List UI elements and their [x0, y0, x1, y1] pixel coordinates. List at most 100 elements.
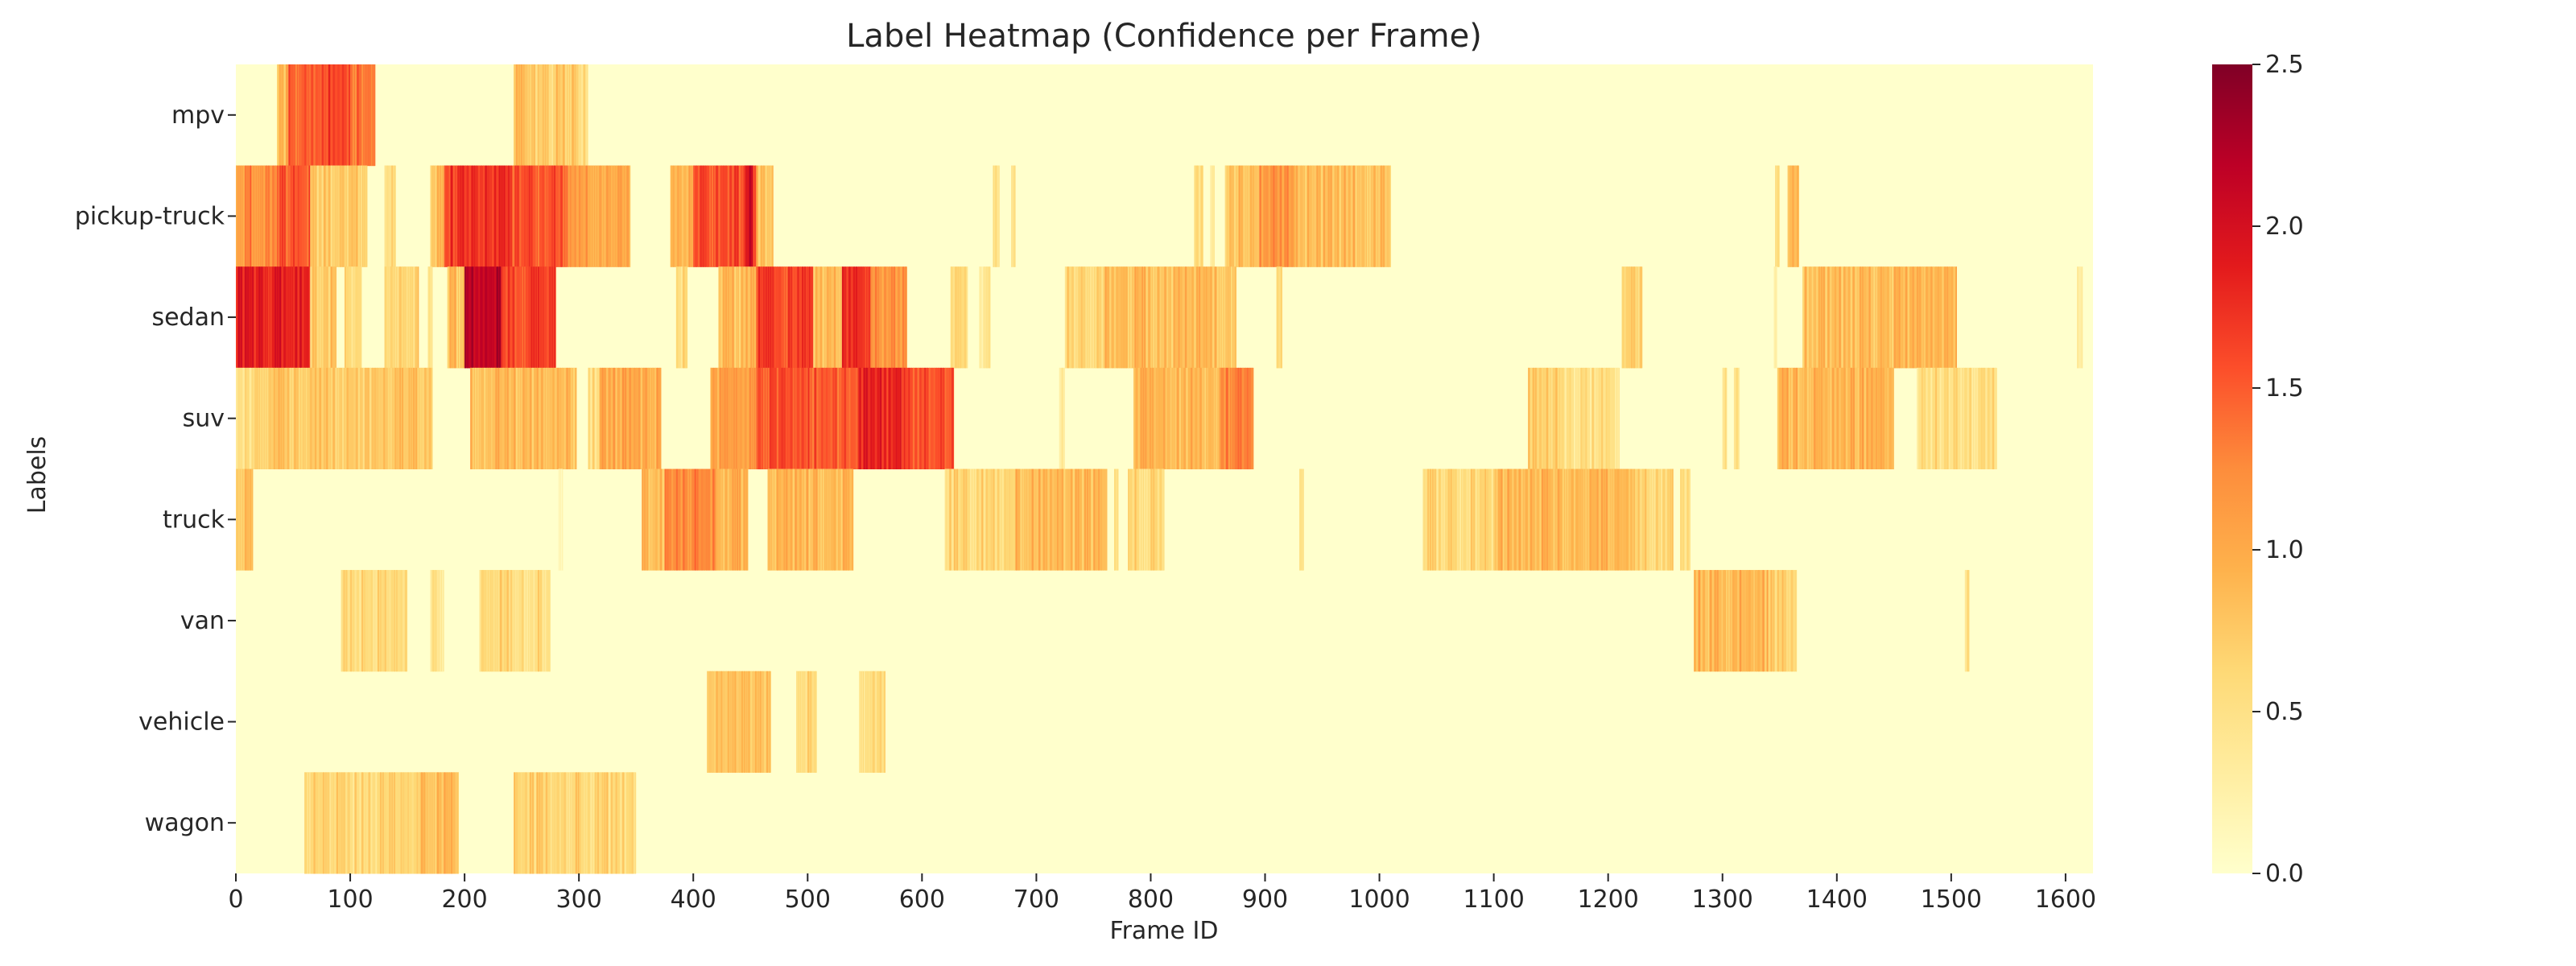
heatmap-frame-stripe: [1939, 266, 1942, 369]
heatmap-frame-stripe: [861, 367, 864, 469]
heatmap-frame-stripe: [757, 671, 759, 773]
heatmap-frame-stripe: [384, 772, 386, 874]
heatmap-frame-stripe: [482, 266, 485, 369]
heatmap-frame-stripe: [1045, 469, 1047, 571]
heatmap-frame-stripe: [1245, 165, 1248, 267]
heatmap-frame-stripe: [718, 469, 720, 571]
y-axis-label: Labels: [23, 436, 52, 514]
heatmap-frame-stripe: [522, 266, 524, 369]
heatmap-frame-stripe: [251, 266, 254, 369]
heatmap-frame-stripe: [346, 165, 349, 267]
heatmap-frame-stripe: [1696, 570, 1699, 672]
heatmap-frame-stripe: [1656, 469, 1658, 571]
heatmap-frame-stripe: [575, 772, 577, 874]
heatmap-frame-stripe: [451, 165, 453, 267]
heatmap-frame-stripe: [754, 266, 757, 369]
heatmap-frame-stripe: [509, 367, 511, 469]
heatmap-frame-stripe: [429, 367, 431, 469]
heatmap-frame-stripe: [1809, 266, 1811, 369]
heatmap-frame-stripe: [287, 367, 289, 469]
heatmap-frame-stripe: [776, 469, 778, 571]
heatmap-frame-stripe: [1617, 367, 1620, 469]
heatmap-frame-stripe: [295, 64, 297, 167]
heatmap-frame-stripe: [503, 165, 506, 267]
heatmap-frame-stripe: [559, 772, 562, 874]
heatmap-frame-stripe: [1025, 469, 1027, 571]
heatmap-frame-stripe: [776, 266, 778, 369]
heatmap-frame-stripe: [1946, 367, 1949, 469]
heatmap-frame-stripe: [800, 671, 803, 773]
heatmap-frame-stripe: [495, 570, 497, 672]
heatmap-frame-stripe: [340, 165, 342, 267]
heatmap-frame-stripe: [566, 772, 568, 874]
heatmap-frame-stripe: [1191, 367, 1193, 469]
heatmap-frame-stripe: [636, 367, 638, 469]
heatmap-frame-stripe: [875, 367, 877, 469]
heatmap-frame-stripe: [1064, 266, 1067, 369]
heatmap-frame-stripe: [806, 469, 808, 571]
heatmap-frame-stripe: [815, 469, 818, 571]
heatmap-frame-stripe: [753, 367, 756, 469]
heatmap-frame-stripe: [716, 165, 718, 267]
heatmap-frame-stripe: [766, 671, 769, 773]
heatmap-frame-stripe: [1773, 570, 1775, 672]
heatmap-frame-stripe: [466, 165, 469, 267]
heatmap-frame-stripe: [903, 367, 906, 469]
heatmap-frame-stripe: [522, 367, 525, 469]
heatmap-frame-stripe: [240, 367, 242, 469]
heatmap-frame-stripe: [1768, 570, 1770, 672]
heatmap-frame-stripe: [488, 367, 490, 469]
heatmap-frame-stripe: [266, 367, 269, 469]
heatmap-frame-stripe: [1795, 367, 1798, 469]
heatmap-frame-stripe: [1202, 367, 1204, 469]
heatmap-frame-stripe: [275, 367, 278, 469]
heatmap-frame-stripe: [808, 469, 811, 571]
heatmap-frame-stripe: [1672, 469, 1674, 571]
heatmap-frame-stripe: [712, 469, 715, 571]
heatmap-frame-stripe: [1230, 266, 1232, 369]
heatmap-frame-stripe: [264, 367, 266, 469]
heatmap-frame-stripe: [446, 772, 448, 874]
heatmap-frame-stripe: [954, 469, 956, 571]
heatmap-frame-stripe: [486, 367, 489, 469]
heatmap-frame-stripe: [473, 165, 476, 267]
heatmap-frame-stripe: [949, 469, 952, 571]
heatmap-frame-stripe: [699, 469, 701, 571]
heatmap-frame-stripe: [1143, 266, 1146, 369]
heatmap-frame-stripe: [1248, 165, 1250, 267]
heatmap-frame-stripe: [344, 367, 346, 469]
heatmap-frame-stripe: [1661, 469, 1663, 571]
heatmap-frame-stripe: [1777, 165, 1779, 267]
heatmap-frame-stripe: [411, 772, 414, 874]
heatmap-frame-stripe: [368, 570, 370, 672]
heatmap-frame-stripe: [1542, 469, 1544, 571]
heatmap-frame-stripe: [1187, 266, 1189, 369]
heatmap-frame-stripe: [547, 570, 549, 672]
heatmap-frame-stripe: [712, 367, 715, 469]
heatmap-frame-stripe: [1949, 266, 1951, 369]
heatmap-frame-stripe: [1135, 367, 1137, 469]
heatmap-frame-stripe: [391, 772, 394, 874]
heatmap-frame-stripe: [534, 772, 536, 874]
heatmap-frame-stripe: [408, 266, 411, 369]
heatmap-frame-stripe: [1165, 367, 1167, 469]
heatmap-frame-stripe: [804, 367, 807, 469]
heatmap-frame-stripe: [1011, 469, 1013, 571]
heatmap-frame-stripe: [1820, 266, 1823, 369]
heatmap-frame-stripe: [502, 570, 504, 672]
heatmap-frame-stripe: [875, 266, 877, 369]
heatmap-frame-stripe: [848, 367, 851, 469]
heatmap-frame-stripe: [1599, 469, 1601, 571]
heatmap-frame-stripe: [364, 64, 366, 167]
heatmap-frame-stripe: [281, 266, 283, 369]
heatmap-frame-stripe: [1645, 469, 1647, 571]
heatmap-frame-stripe: [1146, 266, 1148, 369]
heatmap-frame-stripe: [516, 367, 518, 469]
heatmap-frame-stripe: [933, 367, 935, 469]
heatmap-frame-stripe: [762, 671, 764, 773]
heatmap-frame-stripe: [386, 367, 388, 469]
heatmap-frame-stripe: [573, 367, 576, 469]
heatmap-frame-stripe: [810, 671, 812, 773]
heatmap-frame-stripe: [1042, 469, 1045, 571]
heatmap-frame-stripe: [1976, 367, 1979, 469]
